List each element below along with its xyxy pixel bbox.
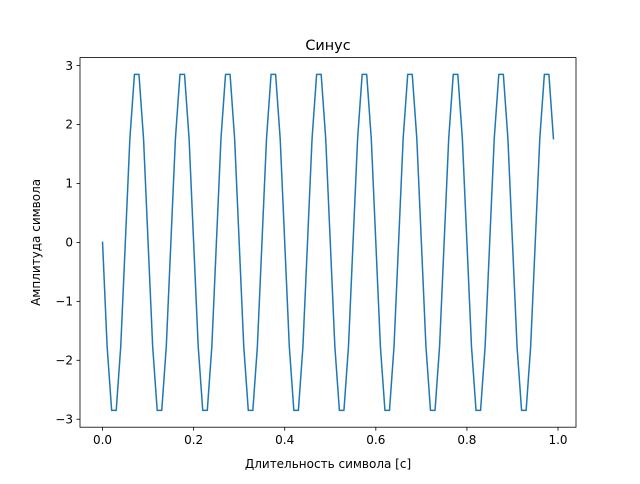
chart-title: Синус (305, 38, 350, 54)
x-axis-label: Длительность символа [с] (245, 457, 411, 471)
x-tick-label: 1.0 (548, 433, 567, 447)
x-tick-label: 0.2 (184, 433, 203, 447)
y-tick-label: −2 (55, 353, 73, 367)
y-tick-label: 1 (65, 177, 73, 191)
x-tick-label: 0.0 (93, 433, 112, 447)
y-axis-label: Амплитуда символа (29, 179, 43, 306)
x-tick-label: 0.4 (275, 433, 294, 447)
x-tick-label: 0.8 (457, 433, 476, 447)
y-tick-label: −1 (55, 295, 73, 309)
y-tick-label: 3 (65, 59, 73, 73)
y-tick-label: 0 (65, 236, 73, 250)
series-line (101, 73, 555, 412)
y-tick-label: 2 (65, 118, 73, 132)
x-tick-label: 0.6 (366, 433, 385, 447)
y-tick-label: −3 (55, 412, 73, 426)
plot-frame (79, 57, 577, 428)
